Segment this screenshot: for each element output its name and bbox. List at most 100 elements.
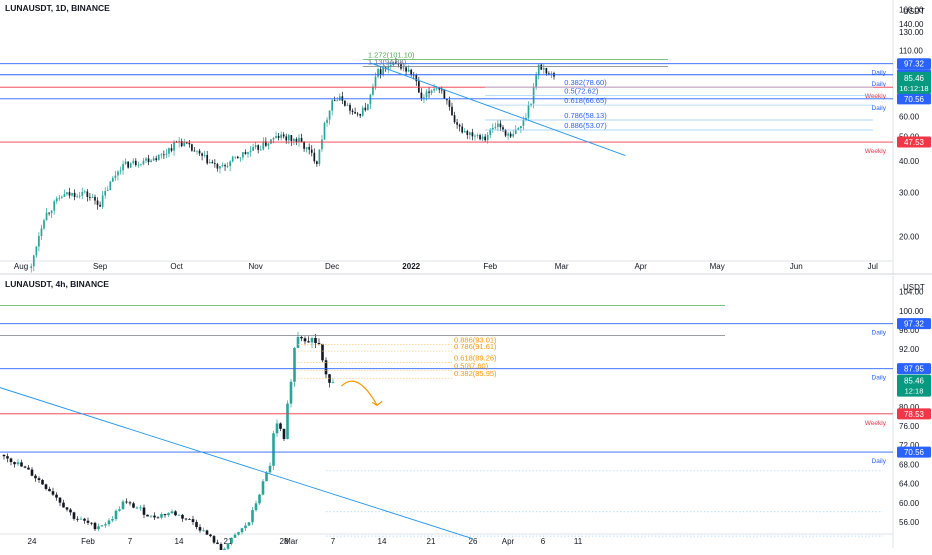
trendline[interactable] — [0, 387, 474, 540]
candle-body — [527, 105, 530, 118]
fib-extension-label: 1.13(94.88) — [368, 57, 407, 66]
candle-body — [321, 343, 324, 361]
candle-body — [216, 163, 219, 169]
candle-body — [23, 466, 27, 468]
x-tick-label: Sep — [93, 262, 108, 271]
chart-panel-4h[interactable]: LUNAUSDT, 4h, BINANCE USDT 56.00 60.00 64.00… — [0, 273, 932, 554]
x-tick-label: 26 — [469, 537, 478, 546]
candle-body — [239, 157, 242, 159]
candle-body — [72, 512, 76, 519]
candle-body — [129, 163, 132, 168]
candle-body — [331, 382, 335, 384]
candle-body — [76, 518, 79, 520]
y-tick-label: 72.00 — [899, 441, 920, 450]
candle-body — [415, 75, 418, 82]
candle-body — [181, 514, 184, 519]
candle-body — [104, 524, 107, 526]
candle-body — [314, 338, 317, 344]
candle-body — [122, 163, 124, 171]
candle-body — [244, 152, 247, 155]
candle-body — [140, 164, 142, 166]
candle-body — [78, 195, 81, 197]
candle-body — [180, 141, 183, 147]
candle-body — [188, 143, 191, 145]
candle-body — [55, 198, 58, 202]
candle-body — [300, 336, 303, 339]
candle-body — [150, 160, 152, 163]
level-price-tag — [897, 58, 931, 70]
level-tag: Daily — [872, 458, 887, 465]
candle-body — [318, 149, 321, 164]
level-tag: Weekly — [865, 148, 887, 155]
candle-body — [428, 91, 430, 93]
candle-body — [387, 66, 390, 69]
candle-body — [522, 120, 525, 126]
chart-panel-1d[interactable]: LUNAUSDT, 1D, BINANCE USDT 20.00 30.00 40.00… — [0, 0, 931, 275]
candle-body — [114, 175, 117, 178]
y-tick-label: 80.00 — [899, 403, 920, 412]
y-tick-label: 40.00 — [899, 157, 920, 166]
level-price-text: 78.53 — [904, 410, 925, 419]
candle-body — [471, 132, 474, 137]
candle-body — [509, 133, 512, 137]
candle-body — [83, 191, 86, 193]
candle-body — [247, 152, 249, 155]
candle-body — [198, 150, 201, 154]
candle-body — [71, 192, 73, 196]
candle-body — [280, 134, 282, 138]
candle-body — [168, 148, 170, 154]
y-tick-label: 160.00 — [899, 5, 924, 14]
candle-body — [234, 156, 237, 158]
x-tick-label: 21 — [224, 537, 233, 546]
candle-body — [219, 544, 223, 552]
level-price-tag — [897, 318, 931, 330]
candle-body — [191, 144, 193, 151]
candle-body — [474, 135, 476, 137]
candle-body — [372, 86, 374, 95]
candle-body — [537, 64, 540, 76]
y-tick-label: 92.00 — [899, 345, 920, 354]
candle-body — [229, 161, 231, 167]
candle-body — [507, 133, 509, 136]
candle-body — [530, 103, 532, 106]
candle-body — [163, 514, 167, 516]
candle-body — [484, 136, 486, 141]
level-price-tag — [897, 363, 931, 375]
candle-body — [93, 522, 97, 530]
candle-body — [30, 469, 34, 476]
candle-body — [35, 246, 38, 256]
candle-body — [201, 153, 203, 156]
candle-body — [96, 200, 99, 205]
candle-body — [486, 135, 489, 141]
projection-arrow[interactable] — [340, 380, 378, 406]
candle-body — [377, 69, 379, 77]
candle-body — [91, 196, 94, 198]
trendline[interactable] — [370, 62, 626, 156]
candle-body — [307, 341, 310, 343]
candle-body — [163, 154, 165, 156]
candle-body — [289, 381, 293, 404]
candle-body — [324, 360, 328, 375]
level-price-tag — [897, 136, 931, 148]
y-tick-label: 96.00 — [899, 326, 920, 335]
candle-body — [226, 166, 229, 167]
candle-body — [230, 537, 233, 544]
candle-body — [170, 148, 173, 151]
y-tick-label: 68.00 — [899, 460, 920, 469]
candle-body — [346, 104, 349, 106]
candle-body — [512, 133, 515, 137]
candle-body — [453, 115, 456, 123]
x-tick-label: Apr — [502, 537, 515, 546]
candle-body — [410, 69, 413, 75]
candle-body — [494, 126, 497, 128]
current-price-tag — [897, 71, 931, 94]
candle-body — [119, 170, 122, 172]
candle-body — [27, 467, 30, 470]
candle-body — [443, 89, 446, 99]
candle-body — [379, 69, 382, 75]
candle-body — [247, 522, 251, 526]
candle-body — [367, 104, 369, 111]
candle-body — [316, 161, 318, 164]
